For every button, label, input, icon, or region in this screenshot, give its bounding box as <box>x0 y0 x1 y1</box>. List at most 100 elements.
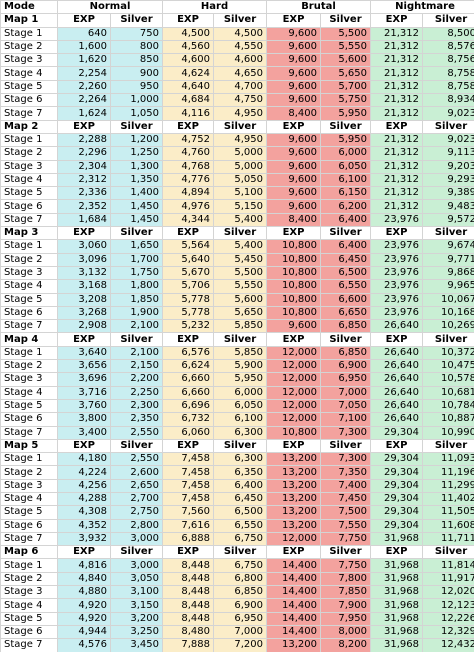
value-cell: 26,640 <box>370 345 424 361</box>
column-header: EXP <box>370 226 424 241</box>
value-cell: 5,400 <box>213 239 267 254</box>
value-cell: 9,771 <box>422 252 474 267</box>
value-cell: 1,800 <box>110 279 163 294</box>
column-header: EXP <box>370 119 424 134</box>
value-cell: 3,268 <box>57 305 111 321</box>
value-cell: 9,113 <box>422 146 474 161</box>
table-row: Stage 2 2,296 1,250 4,760 5,000 9,600 6,000 21,… <box>0 146 474 161</box>
value-cell: 12,000 <box>266 345 321 361</box>
value-cell: 7,000 <box>213 624 267 640</box>
value-cell: 9,600 <box>266 53 321 68</box>
value-cell: 2,800 <box>110 518 163 533</box>
value-cell: 7,300 <box>319 425 372 440</box>
value-cell: 6,100 <box>319 172 372 188</box>
table-row: Stage 4 2,254 900 4,624 4,650 9,600 5,650 21,31… <box>0 66 474 81</box>
value-cell: 9,600 <box>266 199 321 214</box>
value-cell: 6,650 <box>319 305 372 321</box>
value-cell: 4,180 <box>57 452 111 467</box>
value-cell: 7,458 <box>162 491 214 507</box>
value-cell: 4,920 <box>57 598 111 613</box>
value-cell: 5,650 <box>213 305 267 321</box>
table-row: Map 1 EXP Silver EXP Silver EXP Silver EXP Silve… <box>0 13 474 28</box>
value-cell: 8,448 <box>162 611 214 626</box>
value-cell: 750 <box>110 26 163 41</box>
value-cell: 10,168 <box>422 305 474 321</box>
value-cell: 5,750 <box>319 93 372 108</box>
value-cell: 8,448 <box>162 571 214 587</box>
value-cell: 6,500 <box>319 265 372 281</box>
value-cell: 6,950 <box>319 372 372 387</box>
stage-name: Stage 4 <box>0 279 58 294</box>
value-cell: 13,200 <box>266 638 321 652</box>
value-cell: 4,840 <box>57 571 111 587</box>
value-cell: 9,389 <box>422 186 474 201</box>
stage-name: Stage 2 <box>0 465 58 480</box>
value-cell: 31,968 <box>370 638 424 652</box>
value-cell: 10,800 <box>266 292 321 307</box>
stage-name: Stage 5 <box>0 79 58 95</box>
value-cell: 5,778 <box>162 292 214 307</box>
column-header: EXP <box>57 545 111 560</box>
value-cell: 5,550 <box>213 279 267 294</box>
value-cell: 1,450 <box>110 199 163 214</box>
stage-name: Stage 7 <box>0 531 58 547</box>
value-cell: 2,254 <box>57 66 111 81</box>
value-cell: 31,968 <box>370 531 424 547</box>
table-row: Stage 3 3,696 2,200 6,660 5,950 12,000 6,950 26… <box>0 372 474 387</box>
stage-name: Stage 5 <box>0 611 58 626</box>
value-cell: 640 <box>57 26 111 41</box>
value-cell: 13,200 <box>266 478 321 493</box>
value-cell: 8,400 <box>266 212 321 228</box>
column-header: Silver <box>422 119 474 134</box>
value-cell: 23,976 <box>370 279 424 294</box>
value-cell: 3,932 <box>57 531 111 547</box>
column-header: EXP <box>57 226 111 241</box>
column-header: EXP <box>162 438 214 454</box>
value-cell: 12,000 <box>266 372 321 387</box>
stage-name: Stage 1 <box>0 239 58 254</box>
value-cell: 3,168 <box>57 279 111 294</box>
value-cell: 2,312 <box>57 172 111 188</box>
value-cell: 6,300 <box>213 425 267 440</box>
table-row: Map 6 EXP Silver EXP Silver EXP Silver EXP Silve… <box>0 545 474 560</box>
stage-name: Stage 1 <box>0 452 58 467</box>
value-cell: 8,576 <box>422 39 474 55</box>
value-cell: 5,700 <box>319 79 372 95</box>
value-cell: 2,700 <box>110 491 163 507</box>
value-cell: 5,850 <box>213 345 267 361</box>
table-row: Stage 1 3,640 2,100 6,576 5,850 12,000 6,850 26… <box>0 345 474 361</box>
value-cell: 31,968 <box>370 571 424 587</box>
value-cell: 26,640 <box>370 319 424 334</box>
value-cell: 10,800 <box>266 265 321 281</box>
value-cell: 12,000 <box>266 412 321 427</box>
value-cell: 4,352 <box>57 518 111 533</box>
value-cell: 4,768 <box>162 159 214 174</box>
column-header: EXP <box>370 13 424 28</box>
value-cell: 10,800 <box>266 279 321 294</box>
table-row: Stage 2 4,224 2,600 7,458 6,350 13,200 7,350 29… <box>0 465 474 480</box>
table-row: Stage 2 1,600 800 4,560 4,550 9,600 5,550 21,31… <box>0 39 474 55</box>
value-cell: 14,400 <box>266 585 321 600</box>
value-cell: 7,000 <box>319 385 372 400</box>
map-name: Map 6 <box>0 545 58 560</box>
stage-name: Stage 6 <box>0 624 58 640</box>
table-row: Stage 2 3,656 2,150 6,624 5,900 12,000 6,900 26… <box>0 359 474 374</box>
value-cell: 21,312 <box>370 26 424 41</box>
column-header: Silver <box>319 438 372 454</box>
value-cell: 5,650 <box>319 66 372 81</box>
table-row: Stage 1 2,288 1,200 4,752 4,950 9,600 5,950 21,… <box>0 132 474 148</box>
value-cell: 21,312 <box>370 146 424 161</box>
value-cell: 8,448 <box>162 585 214 600</box>
value-cell: 4,624 <box>162 66 214 81</box>
value-cell: 2,300 <box>110 398 163 414</box>
value-cell: 8,756 <box>422 53 474 68</box>
map-name: Map 2 <box>0 119 58 134</box>
stage-name: Stage 1 <box>0 345 58 361</box>
value-cell: 5,564 <box>162 239 214 254</box>
value-cell: 6,800 <box>213 571 267 587</box>
value-cell: 8,500 <box>422 26 474 41</box>
value-cell: 4,600 <box>213 53 267 68</box>
value-cell: 4,776 <box>162 172 214 188</box>
value-cell: 9,674 <box>422 239 474 254</box>
value-cell: 11,299 <box>422 478 474 493</box>
